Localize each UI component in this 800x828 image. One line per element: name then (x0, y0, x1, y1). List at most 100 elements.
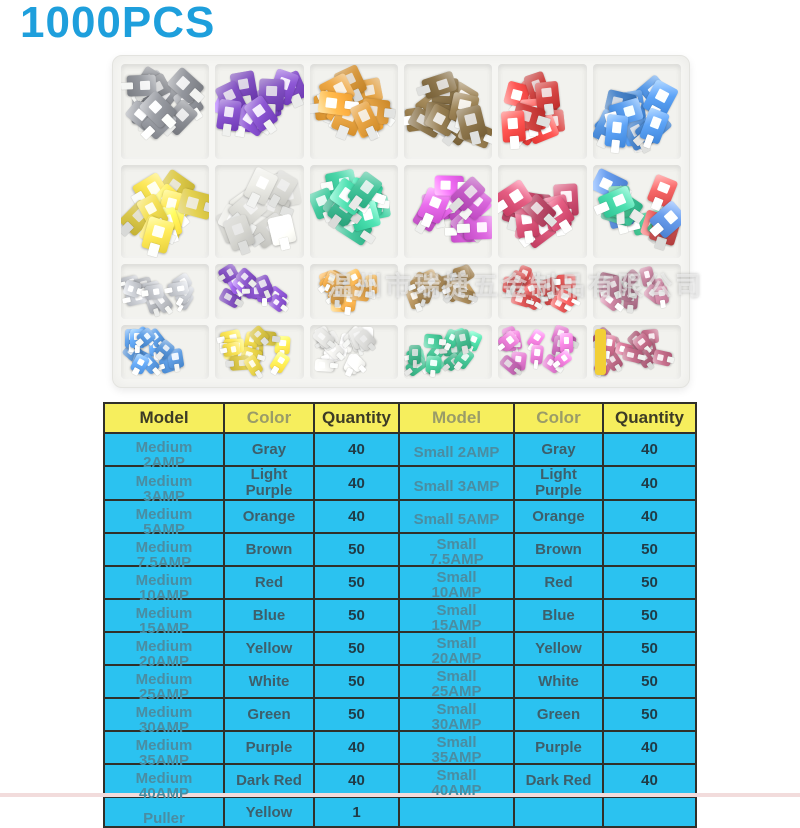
table-row: Medium 15AMP Blue 50 Small 15AMP Blue 50 (103, 598, 697, 636)
color-cell: Purple (513, 730, 604, 765)
quantity-cell: 50 (602, 664, 697, 699)
model-cell: Medium 2AMP (103, 432, 225, 470)
bottom-strip (0, 793, 800, 797)
table-row: Medium 2AMP Gray 40 Small 2AMP Gray 40 (103, 432, 697, 470)
yellow-mini-fuses (215, 325, 304, 379)
model-cell: Medium 3AMP (103, 465, 225, 504)
magenta-medium-fuses (404, 165, 493, 258)
fuse (621, 347, 647, 364)
quantity-cell: 50 (602, 532, 697, 567)
purple-mini-fuses (215, 264, 304, 319)
table-row: Medium 7.5AMP Brown 50 Small 7.5AMP Brown 50 (103, 532, 697, 570)
fuse-box-photo: 温州市瑞捷五金制品有限公司 (112, 55, 701, 388)
table-body: Medium 2AMP Gray 40 Small 2AMP Gray 40 Medium … (103, 432, 697, 828)
gray-medium-fuses (121, 64, 210, 159)
quantity-cell: 40 (602, 763, 697, 798)
blue-medium-fuses (592, 64, 681, 159)
color-cell: Yellow (223, 631, 315, 666)
color-cell: Dark Red (223, 763, 315, 798)
model-cell: Medium 25AMP (103, 664, 225, 702)
fuse (314, 358, 338, 372)
orange-medium-fuses (309, 64, 398, 159)
model-cell: Small 30AMP (398, 697, 515, 732)
color-cell: Light Purple (513, 465, 604, 501)
fuse (140, 283, 165, 301)
color-cell: Purple (223, 730, 315, 765)
fuse (425, 355, 443, 378)
color-cell: Red (513, 565, 604, 600)
column-header: Color (513, 402, 604, 434)
model-cell: Small 40AMP (398, 763, 515, 798)
fuse (604, 113, 630, 154)
fuse (560, 332, 574, 357)
color-cell (513, 796, 604, 828)
model-cell: Medium 35AMP (103, 730, 225, 768)
quantity-cell: 50 (313, 598, 400, 633)
color-cell: Brown (223, 532, 315, 567)
quantity-cell: 50 (313, 532, 400, 567)
column-header: Model (398, 402, 515, 434)
quantity-cell: 50 (602, 598, 697, 633)
fuse-spec-table: Model Color Quantity Model Color Quantity Med… (103, 402, 697, 828)
table-row: Medium 5AMP Orange 40 Small 5AMP Orange 40 (103, 499, 697, 537)
column-header: Color (223, 402, 315, 434)
dark-pink-mini-fuses-with-puller (592, 325, 681, 379)
fuse-puller (594, 329, 606, 375)
model-cell: Puller (103, 796, 225, 828)
green-medium-fuses (309, 165, 398, 258)
color-cell: Blue (223, 598, 315, 633)
model-cell: Small 15AMP (398, 598, 515, 633)
column-header: Model (103, 402, 225, 434)
column-header: Quantity (313, 402, 400, 434)
quantity-cell: 40 (313, 763, 400, 798)
pink-mini-fuses (498, 325, 587, 379)
model-cell: Small 3AMP (398, 465, 515, 501)
color-cell: Gray (223, 432, 315, 467)
quantity-cell: 40 (602, 730, 697, 765)
mixed-medium-fuses (592, 165, 681, 258)
quantity-cell: 40 (602, 499, 697, 534)
model-cell: Small 5AMP (398, 499, 515, 534)
model-cell: Medium 5AMP (103, 499, 225, 537)
quantity-cell: 50 (313, 565, 400, 600)
orange-mini-fuses (309, 264, 398, 319)
color-cell: Gray (513, 432, 604, 467)
red-mini-fuses (498, 264, 587, 319)
fuse (423, 332, 447, 349)
model-cell: Medium 30AMP (103, 697, 225, 735)
brown-medium-fuses (404, 64, 493, 159)
table-header-row: Model Color Quantity Model Color Quantity (103, 402, 697, 434)
model-cell: Medium 10AMP (103, 565, 225, 603)
fuse (317, 90, 360, 116)
model-cell: Small 7.5AMP (398, 532, 515, 567)
quantity-cell: 40 (313, 432, 400, 467)
color-cell: Yellow (513, 631, 604, 666)
model-cell: Small 20AMP (398, 631, 515, 666)
color-cell: Light Purple (223, 465, 315, 501)
color-cell: Orange (513, 499, 604, 534)
mauve-mini-fuses (592, 264, 681, 319)
quantity-cell: 40 (313, 499, 400, 534)
blue-mini-fuses (121, 325, 210, 379)
color-cell: Green (223, 697, 315, 732)
fuse (535, 80, 561, 116)
quantity-cell: 40 (602, 432, 697, 467)
red-medium-fuses (498, 64, 587, 159)
model-cell: Small 25AMP (398, 664, 515, 699)
white-medium-fuses (215, 165, 304, 258)
quantity-cell: 50 (602, 697, 697, 732)
color-cell: Blue (513, 598, 604, 633)
quantity-cell: 50 (602, 565, 697, 600)
model-cell: Medium 20AMP (103, 631, 225, 669)
column-header: Quantity (602, 402, 697, 434)
table-row: Medium 3AMP Light Purple 40 Small 3AMP Light… (103, 465, 697, 504)
fuse (216, 98, 242, 137)
fuse (456, 215, 493, 240)
green-mini-fuses (404, 325, 493, 379)
color-cell: White (223, 664, 315, 699)
quantity-cell: 50 (313, 664, 400, 699)
table-row: Medium 35AMP Purple 40 Small 35AMP Purple 40 (103, 730, 697, 768)
white-mini-fuses (309, 325, 398, 379)
gray-mini-fuses (121, 264, 210, 319)
